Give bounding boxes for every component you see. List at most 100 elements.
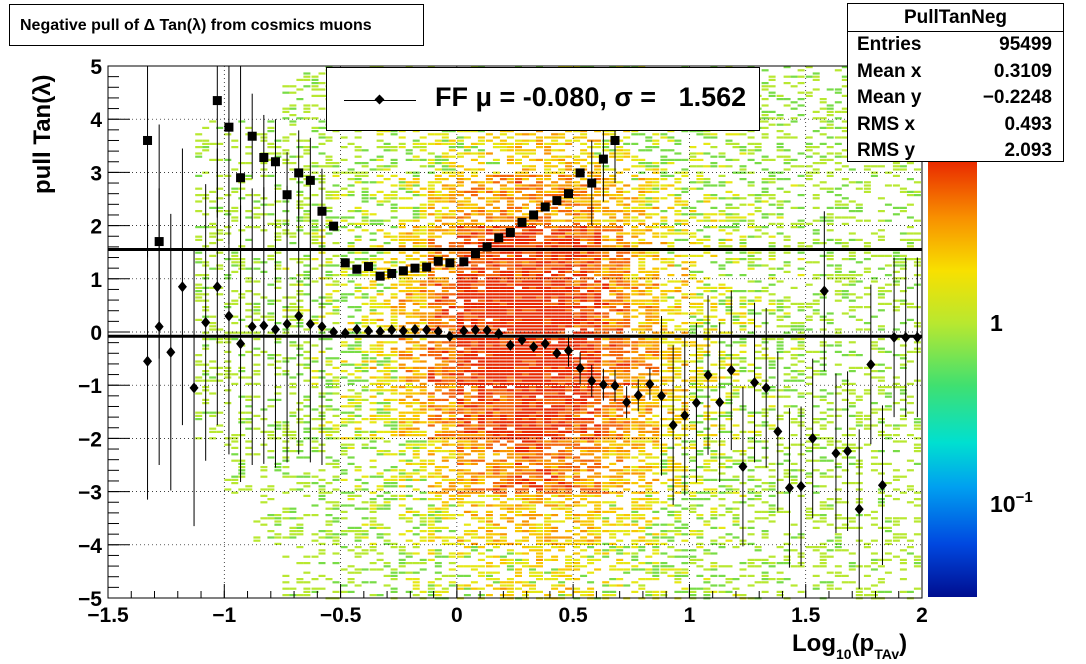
heatmap-cell [289,91,297,94]
heatmap-cell [499,306,507,309]
heatmap-cell [303,363,311,366]
heatmap-cell [303,146,311,149]
heatmap-cell [311,203,319,206]
heatmap-cell [238,395,246,398]
heatmap-cell [506,197,514,200]
heatmap-cell [667,366,675,369]
heatmap-cell [390,315,398,318]
heatmap-cell [631,357,639,360]
heatmap-cell [492,136,500,139]
heatmap-cell [580,152,588,155]
heatmap-cell [340,370,348,373]
heatmap-cell [515,354,522,357]
heatmap-cell [725,395,733,398]
heatmap-cell [790,206,798,209]
heatmap-cell [594,293,602,296]
heatmap-cell [638,254,646,257]
heatmap-cell [580,133,588,136]
heatmap-cell [515,318,522,321]
heatmap-cell [463,197,471,200]
heatmap-cell [506,254,514,257]
heatmap-cell [325,155,333,158]
heatmap-cell [492,277,500,280]
heatmap-cell [819,98,827,101]
heatmap-cell [332,162,340,165]
heatmap-cell [506,373,514,376]
heatmap-cell [674,139,682,142]
heatmap-cell [783,66,791,69]
heatmap-cell [551,302,559,305]
heatmap-cell [224,338,232,341]
heatmap-cell [674,302,682,305]
heatmap-cell [580,312,588,315]
heatmap-cell [529,229,536,232]
heatmap-cell [456,155,464,158]
heatmap-cell [623,357,631,360]
heatmap-cell [340,395,348,398]
heatmap-cell [718,354,726,357]
heatmap-cell [587,238,595,241]
heatmap-cell [739,296,747,299]
heatmap-cell [609,226,617,229]
heatmap-cell [884,274,892,277]
heatmap-cell [558,229,566,232]
heatmap-cell [667,318,675,321]
heatmap-cell [594,142,602,145]
heatmap-cell [718,226,726,229]
heatmap-cell [573,158,581,161]
heatmap-cell [390,226,398,229]
heatmap-cell [631,328,639,331]
heatmap-cell [768,213,776,216]
heatmap-cell [747,309,755,312]
heatmap-cell [238,245,246,248]
heatmap-cell [267,245,275,248]
heatmap-cell [398,299,406,302]
heatmap-cell [863,389,871,392]
heatmap-cell [623,322,631,325]
heatmap-cell [580,306,588,309]
heatmap-cell [797,82,805,85]
heatmap-cell [303,264,311,267]
heatmap-cell [638,357,646,360]
heatmap-cell [616,325,624,328]
heatmap-cell [456,200,464,203]
heatmap-cell [347,379,355,382]
heatmap-cell [558,302,566,305]
heatmap-cell [390,392,398,395]
heatmap-cell [296,309,304,312]
heatmap-cell [485,203,493,206]
heatmap-cell [747,136,755,139]
heatmap-cell [674,142,682,145]
heatmap-cell [515,184,522,187]
heatmap-cell [739,219,747,222]
heatmap-cell [354,222,362,225]
heatmap-cell [718,318,726,321]
heatmap-cell [703,184,711,187]
heatmap-cell [544,146,552,149]
heatmap-cell [790,136,798,139]
heatmap-cell [470,382,478,385]
heatmap-cell [209,328,217,331]
heatmap-cell [754,389,762,392]
heatmap-cell [689,261,697,264]
heatmap-cell [645,139,653,142]
heatmap-cell [456,370,464,373]
heatmap-cell [477,238,485,241]
heatmap-cell [892,270,900,273]
heatmap-cell [448,146,456,149]
heatmap-cell [522,357,529,360]
heatmap-cell [515,270,522,273]
heatmap-cell [441,165,449,168]
heatmap-cell [602,395,610,398]
heatmap-cell [434,178,442,181]
heatmap-cell [703,344,711,347]
heatmap-cell [544,190,552,193]
heatmap-cell [884,392,892,395]
heatmap-cell [783,299,791,302]
heatmap-cell [347,350,355,353]
heatmap-cell [558,194,566,197]
heatmap-cell [463,366,471,369]
heatmap-cell [638,258,646,261]
heatmap-cell [580,357,588,360]
heatmap-cell [274,261,282,264]
